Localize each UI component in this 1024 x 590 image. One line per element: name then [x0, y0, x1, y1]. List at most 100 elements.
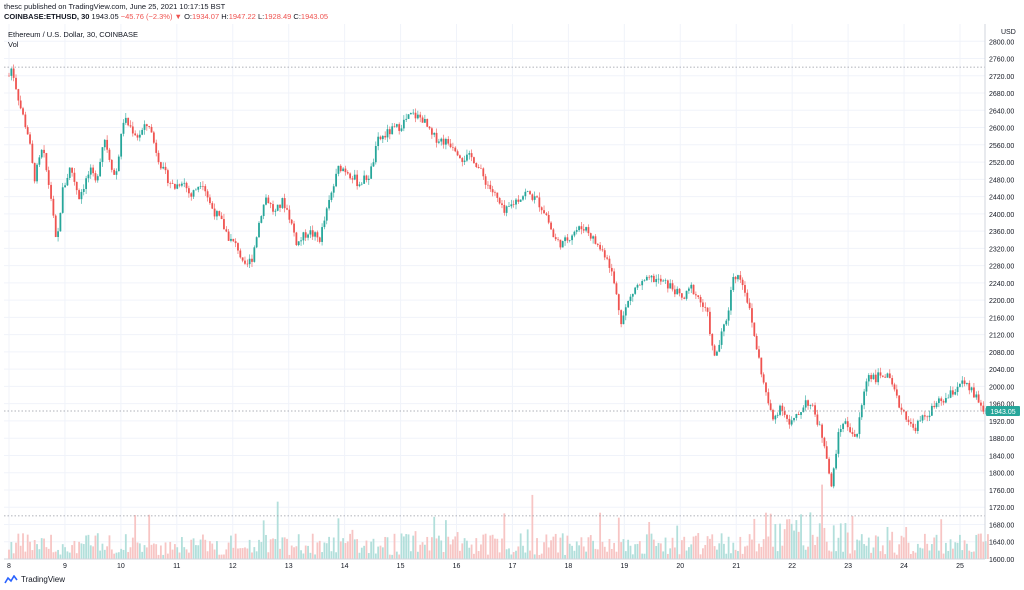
- volume-bar: [573, 550, 576, 559]
- candle-body: [335, 173, 337, 187]
- high-label: H:: [221, 12, 229, 21]
- volume-bar: [395, 551, 398, 559]
- candle-body: [349, 173, 352, 179]
- candle-body: [176, 184, 179, 189]
- candle-body: [659, 278, 662, 282]
- volume-bar: [302, 553, 305, 559]
- candle-body: [491, 189, 494, 193]
- volume-bar: [131, 537, 134, 559]
- candle-body: [414, 112, 417, 119]
- candle-body: [769, 403, 772, 410]
- volume-bar: [251, 552, 253, 559]
- candle-body: [608, 258, 611, 268]
- time-tick-label: 20: [676, 563, 684, 570]
- price-tick-label: 2760.00: [989, 57, 1014, 64]
- candle-body: [503, 204, 506, 213]
- volume-bar: [117, 552, 120, 559]
- candle-body: [650, 275, 653, 278]
- price-tick-label: 2160.00: [989, 315, 1014, 322]
- volume-bar: [258, 539, 260, 559]
- volume-bar: [325, 543, 328, 559]
- candle-body: [624, 307, 627, 316]
- candle-body: [643, 280, 646, 282]
- volume-bar: [863, 544, 866, 559]
- candle-body: [610, 267, 613, 272]
- volume-bar: [622, 539, 625, 559]
- volume-bar: [461, 543, 464, 559]
- candle-body: [884, 376, 887, 378]
- volume-bar: [169, 541, 172, 559]
- volume-bar: [767, 536, 770, 559]
- candle-body: [423, 119, 426, 123]
- candle-body: [216, 211, 218, 217]
- candle-body: [487, 184, 489, 186]
- candle-body: [64, 185, 66, 188]
- price-tick-label: 2800.00: [989, 39, 1014, 46]
- volume-bar: [351, 529, 354, 559]
- candle-body: [772, 409, 774, 420]
- candle-body: [809, 404, 812, 406]
- volume-bar: [459, 550, 461, 559]
- candle-body: [402, 119, 405, 129]
- candle-body: [78, 190, 80, 200]
- volume-bar: [744, 546, 746, 559]
- volume-bar: [468, 547, 471, 559]
- volume-bar: [804, 549, 807, 559]
- candle-body: [984, 410, 987, 412]
- volume-bar: [531, 494, 534, 559]
- time-tick-label: 23: [844, 563, 852, 570]
- volume-bar: [737, 551, 739, 559]
- price-tick-label: 1720.00: [989, 505, 1014, 512]
- volume-bar: [463, 538, 466, 559]
- candle-body: [134, 133, 137, 136]
- candle-body: [818, 424, 821, 426]
- volume-bar: [328, 536, 330, 559]
- candle-body: [933, 405, 936, 408]
- candle-body: [807, 400, 809, 406]
- candle-body: [709, 311, 711, 334]
- candle-body: [230, 238, 232, 241]
- candle-body: [912, 423, 915, 428]
- volume-bar: [751, 539, 753, 559]
- volume-bar: [29, 541, 31, 559]
- candle-body: [82, 188, 85, 192]
- candle-body: [57, 231, 59, 237]
- volume-bar: [94, 535, 97, 559]
- candle-body: [183, 182, 186, 184]
- candle-body: [921, 415, 924, 421]
- volume-bar: [973, 551, 975, 559]
- volume-bar: [716, 549, 718, 559]
- candle-body: [209, 197, 211, 204]
- tradingview-footer[interactable]: TradingView: [4, 575, 65, 584]
- volume-bar: [828, 550, 830, 559]
- volume-bar: [89, 545, 92, 559]
- volume-bar: [837, 537, 840, 559]
- candle-body: [412, 112, 415, 114]
- candle-body: [900, 407, 903, 410]
- candle-body: [480, 167, 482, 169]
- volume-bar: [928, 550, 931, 559]
- volume-bar: [540, 553, 543, 559]
- volume-bar: [489, 535, 492, 559]
- volume-bar: [952, 548, 954, 559]
- volume-bar: [655, 545, 658, 559]
- price-tick-label: 2560.00: [989, 143, 1014, 150]
- candle-body: [603, 250, 606, 258]
- candle-body: [283, 198, 286, 209]
- candle-body: [300, 240, 302, 242]
- candle-body: [52, 198, 55, 216]
- price-change: −45.76 (−2.3%): [120, 12, 173, 21]
- volume-bar: [589, 535, 592, 559]
- volume-bar: [456, 532, 459, 559]
- volume-bar: [220, 554, 223, 559]
- candle-body: [730, 290, 732, 311]
- candle-body: [543, 210, 545, 214]
- volume-bar: [554, 533, 557, 559]
- candle-body: [75, 181, 78, 191]
- volume-bar: [134, 515, 137, 559]
- candle-body: [928, 415, 931, 418]
- volume-bar: [407, 534, 410, 559]
- volume-bar: [510, 554, 513, 559]
- candle-body: [316, 232, 319, 238]
